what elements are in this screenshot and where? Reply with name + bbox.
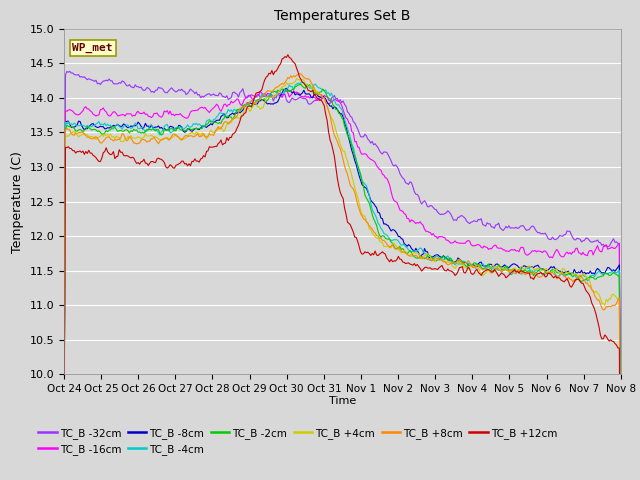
Text: WP_met: WP_met (72, 43, 113, 53)
X-axis label: Time: Time (329, 396, 356, 406)
Title: Temperatures Set B: Temperatures Set B (274, 10, 411, 24)
Y-axis label: Temperature (C): Temperature (C) (11, 151, 24, 252)
Legend: TC_B -32cm, TC_B -16cm, TC_B -8cm, TC_B -4cm, TC_B -2cm, TC_B +4cm, TC_B +8cm, T: TC_B -32cm, TC_B -16cm, TC_B -8cm, TC_B … (38, 428, 557, 455)
